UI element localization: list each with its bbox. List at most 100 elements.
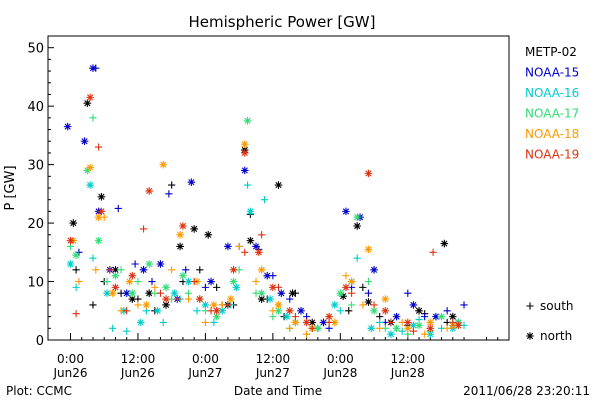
south-point [241, 248, 249, 256]
north-point [195, 295, 204, 303]
north-point [122, 289, 131, 298]
legend-series-label: METP-02 [525, 45, 577, 59]
x-tick-time-label: 12:00 [121, 352, 156, 366]
x-tick-date-label: Jun28 [390, 366, 425, 380]
south-point [443, 307, 451, 315]
legend-series-label: NOAA-18 [525, 127, 579, 141]
north-point [319, 318, 328, 327]
south-point [173, 295, 181, 303]
legend-south-marker [526, 302, 534, 310]
north-point [83, 99, 92, 108]
south-point [72, 283, 80, 291]
north-point [432, 312, 440, 321]
north-point [212, 312, 221, 321]
south-point [196, 266, 204, 274]
north-point [153, 306, 162, 315]
south-point [109, 324, 117, 332]
north-point [145, 187, 153, 195]
south-point [345, 307, 353, 315]
north-point [409, 321, 418, 330]
north-point [255, 248, 263, 257]
north-point [176, 242, 184, 251]
north-point [156, 260, 165, 268]
north-point [283, 312, 291, 321]
north-point [224, 242, 232, 251]
x-tick-time-label: 0:00 [192, 352, 219, 366]
south-point [184, 295, 193, 303]
south-point [134, 277, 142, 286]
north-point [243, 116, 252, 125]
north-point [94, 213, 103, 222]
legend-series-label: NOAA-19 [525, 148, 579, 162]
legend: METP-02 NOAA-15 NOAA-16 NOAA-17 NOAA-18 NOAA-… [525, 45, 579, 343]
x-tick-time-label: 0:00 [57, 352, 84, 366]
north-point [437, 312, 446, 321]
north-point [128, 289, 137, 298]
plot-credit: Plot: CCMC [6, 384, 72, 398]
north-point [381, 295, 390, 303]
north-point [285, 306, 294, 315]
x-tick-date-label: Jun28 [322, 366, 357, 380]
south-point [429, 248, 437, 256]
x-tick-date-label: Jun27 [255, 366, 290, 380]
south-point [75, 277, 83, 286]
north-point [128, 271, 137, 280]
north-point [204, 230, 213, 239]
south-point [168, 266, 176, 274]
north-point [207, 277, 215, 286]
north-point [269, 283, 277, 292]
south-point [72, 266, 80, 274]
south-point [421, 313, 429, 321]
south-point [308, 324, 316, 332]
south-point [89, 114, 97, 122]
y-tick-label: 10 [27, 276, 44, 291]
south-point [347, 289, 356, 297]
north-point [297, 306, 305, 315]
north-point [336, 289, 345, 298]
north-point [162, 295, 170, 303]
legend-series-label: NOAA-16 [525, 86, 579, 100]
south-point [443, 324, 451, 332]
north-point [190, 225, 198, 233]
north-point [179, 271, 187, 280]
south-point [291, 313, 299, 321]
north-point [347, 277, 356, 286]
south-point [148, 277, 156, 286]
south-point [106, 266, 114, 274]
south-point [89, 254, 97, 262]
x-axis: 0:00Jun2612:00Jun260:00Jun2712:00Jun270:… [52, 333, 510, 380]
north-point [80, 137, 89, 146]
north-point [97, 192, 106, 201]
north-point [212, 306, 221, 315]
south-point [165, 190, 173, 198]
x-tick-time-label: 12:00 [391, 352, 426, 366]
south-point [421, 330, 429, 338]
north-point [353, 222, 362, 230]
north-point [66, 236, 75, 245]
north-point [226, 295, 235, 303]
south-point [94, 143, 103, 151]
north-point [240, 166, 249, 175]
south-point [131, 260, 139, 268]
north-point [367, 324, 376, 333]
data-points [63, 64, 534, 340]
north-point [145, 260, 153, 268]
south-point [342, 272, 350, 280]
south-point [210, 318, 218, 327]
north-point [142, 301, 151, 309]
north-point [266, 295, 274, 303]
south-point [347, 301, 356, 309]
north-point [330, 318, 339, 327]
legend-series-label: NOAA-17 [525, 107, 579, 121]
south-point [134, 301, 142, 309]
north-point [342, 207, 350, 216]
north-point [162, 301, 170, 309]
north-point [314, 324, 322, 333]
south-point [168, 181, 176, 189]
north-point [291, 318, 300, 327]
south-point [460, 301, 468, 309]
north-point [246, 207, 255, 216]
north-point [257, 295, 266, 303]
x-tick-date-label: Jun27 [187, 366, 222, 380]
